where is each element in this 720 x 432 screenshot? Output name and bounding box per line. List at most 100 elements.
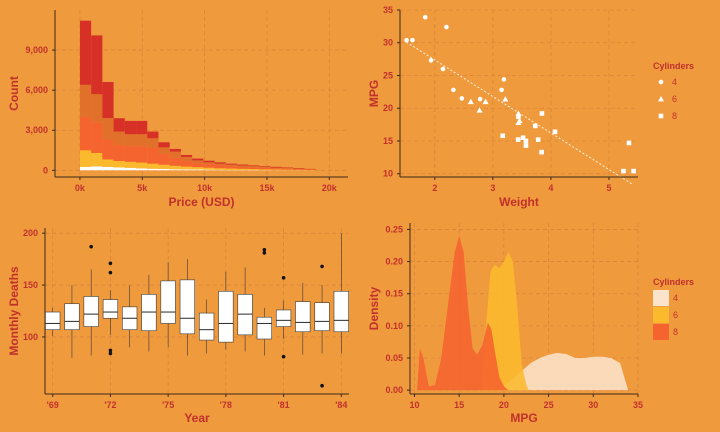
box-outlier bbox=[108, 351, 113, 356]
hist-x-tick-label: 10k bbox=[197, 183, 213, 193]
hist-bar-segment bbox=[225, 164, 238, 167]
density-x-tick-label: 10 bbox=[409, 400, 419, 410]
hist-bar-segment bbox=[192, 167, 204, 170]
scatter-x-tick-label: 5 bbox=[606, 183, 611, 193]
scatter-point bbox=[539, 111, 545, 116]
density-area-cyl-4 bbox=[499, 352, 629, 391]
histogram-chart: 0k 5k 10k 15k 20k 0 3,000 6,000 9,000 Price (USD)… bbox=[7, 10, 348, 209]
scatter-y-tick-label: 35 bbox=[383, 5, 393, 15]
hist-bar-segment bbox=[237, 166, 249, 169]
hist-bar-segment bbox=[180, 156, 193, 161]
hist-bar-segment bbox=[281, 168, 294, 170]
scatter-legend-label: 4 bbox=[672, 77, 677, 87]
scatter-y-axis-title: MPG bbox=[367, 80, 381, 107]
hist-x-tick-label: 20k bbox=[322, 183, 338, 193]
scatter-point bbox=[516, 114, 521, 120]
density-y-tick-label: 0.25 bbox=[385, 224, 403, 234]
hist-bar-segment bbox=[147, 131, 159, 139]
box-outlier bbox=[320, 264, 324, 269]
density-y-tick-label: 0.05 bbox=[385, 353, 403, 363]
hist-bar-segment bbox=[259, 166, 271, 168]
hist-bar-segment bbox=[192, 163, 204, 168]
box-body bbox=[314, 302, 330, 332]
scatter-point bbox=[515, 110, 522, 116]
density-x-tick-label: 30 bbox=[588, 400, 598, 410]
hist-x-tick-label: 15k bbox=[259, 183, 275, 193]
box-y-tick-label: 150 bbox=[23, 280, 38, 290]
hist-bar-segment bbox=[91, 166, 103, 171]
hist-bar-segment bbox=[192, 160, 204, 164]
box-outlier bbox=[320, 383, 324, 388]
hist-bar-segment bbox=[237, 165, 249, 167]
hist-bar-segment bbox=[136, 162, 148, 169]
density-chart: 10 15 20 25 30 35 0.00 0.05 0.10 0.15 0.20 0.25 MPG D… bbox=[367, 223, 694, 425]
box-x-axis-title: Year bbox=[184, 411, 210, 425]
box-body bbox=[45, 311, 61, 330]
hist-bar-segment bbox=[91, 122, 103, 153]
hist-bar-segment bbox=[214, 168, 226, 170]
scatter-x-tick-label: 4 bbox=[548, 183, 553, 193]
box-y-tick-label: 200 bbox=[23, 228, 38, 238]
scatter-point bbox=[523, 138, 529, 144]
hist-bar-segment bbox=[79, 150, 92, 167]
hist-bar-segment bbox=[169, 165, 181, 170]
hist-bar-segment bbox=[102, 159, 114, 167]
hist-bar-segment bbox=[102, 82, 114, 119]
hist-bar-segment bbox=[124, 134, 137, 147]
hist-bar-segment bbox=[248, 166, 260, 168]
hist-bar-segment bbox=[270, 167, 282, 169]
density-legend-label: 4 bbox=[673, 293, 678, 303]
scatter-point bbox=[532, 123, 538, 129]
hist-x-tick-label: 5k bbox=[137, 183, 148, 193]
hist-bar-segment bbox=[113, 160, 125, 168]
scatter-x-axis-title: Weight bbox=[499, 195, 539, 209]
hist-x-tick-label: 0k bbox=[75, 183, 86, 193]
hist-y-tick-label: 9,000 bbox=[25, 45, 48, 55]
box-outlier bbox=[262, 251, 267, 255]
box-body bbox=[102, 299, 119, 319]
hist-bar-segment bbox=[293, 169, 305, 170]
density-legend: Cylinders 4 6 8 bbox=[653, 277, 694, 340]
hist-bar-segment bbox=[281, 169, 294, 171]
box-y-axis-title: Monthly Deaths bbox=[7, 266, 21, 356]
scatter-point bbox=[410, 37, 415, 43]
scatter-point bbox=[477, 96, 483, 102]
density-legend-swatch bbox=[653, 290, 669, 306]
hist-bar-segment bbox=[214, 169, 226, 171]
box-body bbox=[295, 301, 311, 333]
hist-bar-segment bbox=[180, 166, 193, 170]
density-x-tick-label: 25 bbox=[544, 400, 554, 410]
hist-bar-segment bbox=[237, 164, 249, 166]
box-outlier bbox=[108, 261, 113, 266]
hist-bar-segment bbox=[79, 116, 92, 151]
hist-bar-segment bbox=[102, 166, 114, 171]
box-body bbox=[199, 312, 215, 341]
scatter-point bbox=[459, 96, 465, 101]
box-outlier bbox=[281, 354, 286, 359]
hist-bar-segment bbox=[169, 148, 181, 152]
hist-x-axis-title: Price (USD) bbox=[168, 195, 234, 209]
hist-bar-segment bbox=[214, 165, 226, 169]
hist-bar-segment bbox=[136, 134, 148, 147]
hist-bar-segment bbox=[91, 94, 103, 123]
hist-bar-segment bbox=[136, 120, 148, 135]
scatter-point bbox=[515, 137, 521, 142]
box-outlier bbox=[108, 270, 113, 275]
scatter-legend-marker bbox=[658, 113, 664, 119]
hist-bar-segment bbox=[158, 147, 170, 155]
box-y-tick-label: 100 bbox=[23, 332, 38, 342]
scatter-point bbox=[451, 87, 456, 93]
density-legend-swatch bbox=[653, 324, 669, 340]
hist-bar-segment bbox=[259, 167, 271, 170]
hist-bar-segment bbox=[248, 167, 260, 169]
scatter-point bbox=[515, 119, 522, 126]
density-x-tick-label: 20 bbox=[499, 400, 509, 410]
hist-bar-segment bbox=[158, 168, 170, 171]
density-legend-title: Cylinders bbox=[653, 277, 694, 287]
density-x-axis-title: MPG bbox=[510, 411, 537, 425]
hist-bar-segment bbox=[214, 162, 226, 164]
hist-bar-segment bbox=[158, 142, 170, 148]
hist-bar-segment bbox=[225, 168, 238, 170]
hist-bar-segment bbox=[259, 169, 271, 171]
